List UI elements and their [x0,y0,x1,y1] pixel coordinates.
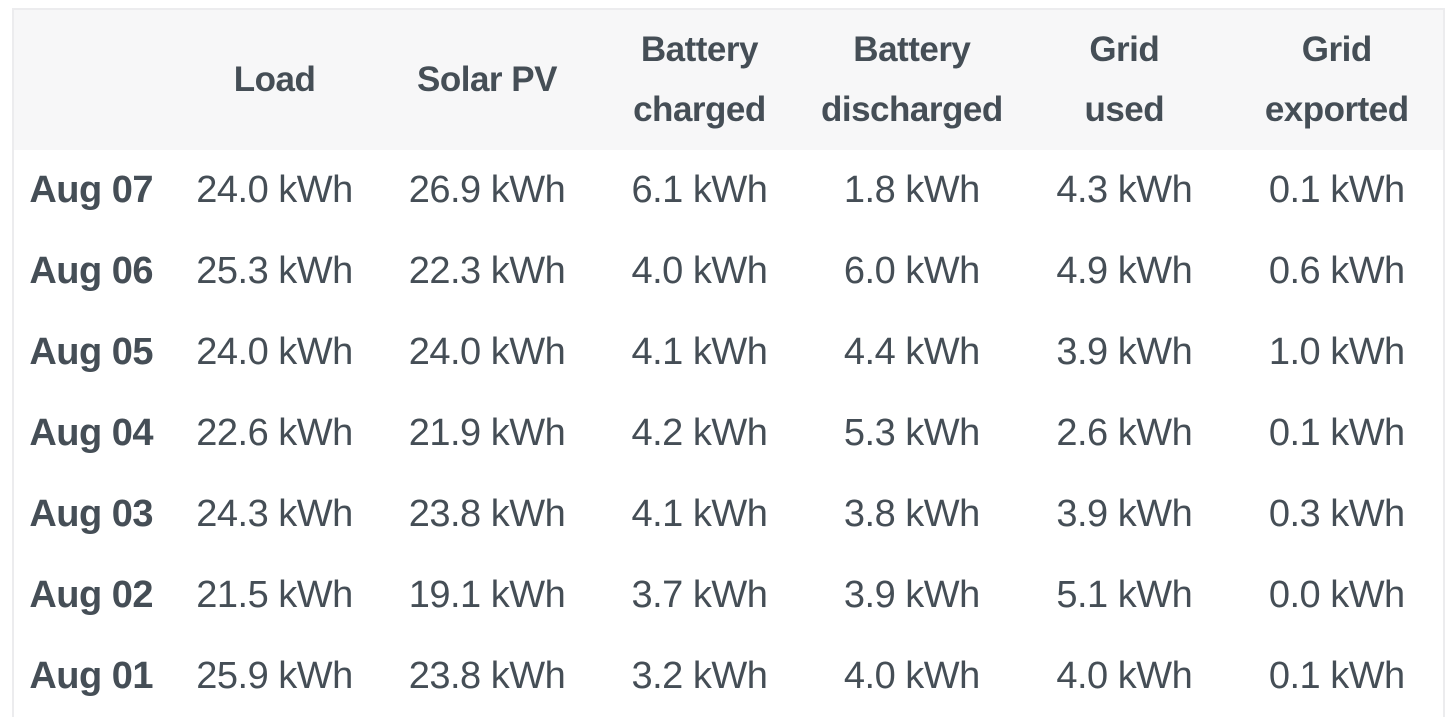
cell-grid-exported: 0.0 kWh [1268,574,1405,616]
cell-solar-pv: 23.8 kWh [408,655,566,697]
daily-energy-summary-table: Load Solar PV Battery charged Battery di… [12,8,1445,717]
cell-load: 25.3 kWh [196,250,353,292]
cell-battery-discharged: 3.8 kWh [843,493,980,535]
cell-battery-charged: 3.7 kWh [631,574,768,616]
column-header-battery-discharged: Battery discharged [805,10,1019,150]
cell-grid-used: 5.1 kWh [1056,574,1193,616]
cell-grid-exported: 1.0 kWh [1268,331,1405,373]
table-row: Aug 05 24.0 kWh 24.0 kWh 4.1 kWh 4.4 kWh… [14,312,1443,393]
cell-battery-charged: 4.0 kWh [631,250,768,292]
cell-grid-exported: 0.1 kWh [1268,655,1405,697]
row-date-label: Aug 06 [29,250,154,292]
table-row: Aug 01 25.9 kWh 23.8 kWh 3.2 kWh 4.0 kWh… [14,636,1443,717]
cell-grid-exported: 0.1 kWh [1268,169,1405,211]
table-row: Aug 02 21.5 kWh 19.1 kWh 3.7 kWh 3.9 kWh… [14,555,1443,636]
column-header-battery-charged: Battery charged [593,10,806,150]
column-header-grid-exported: Grid exported [1230,10,1443,150]
row-date-label: Aug 07 [29,169,154,211]
cell-grid-exported: 0.3 kWh [1268,493,1405,535]
row-date-label: Aug 01 [29,655,154,697]
column-header-date [14,10,169,150]
table-row: Aug 07 24.0 kWh 26.9 kWh 6.1 kWh 1.8 kWh… [14,150,1443,231]
cell-grid-exported: 0.6 kWh [1268,250,1405,292]
cell-grid-used: 3.9 kWh [1056,493,1193,535]
cell-battery-charged: 4.1 kWh [631,493,768,535]
cell-grid-used: 3.9 kWh [1056,331,1193,373]
cell-battery-discharged: 6.0 kWh [843,250,980,292]
cell-solar-pv: 24.0 kWh [408,331,566,373]
energy-table: Load Solar PV Battery charged Battery di… [14,10,1443,717]
cell-grid-used: 4.9 kWh [1056,250,1193,292]
cell-battery-discharged: 4.4 kWh [843,331,980,373]
cell-load: 24.3 kWh [196,493,353,535]
cell-load: 24.0 kWh [196,169,353,211]
cell-grid-used: 2.6 kWh [1056,412,1193,454]
cell-solar-pv: 22.3 kWh [408,250,566,292]
cell-battery-discharged: 3.9 kWh [843,574,980,616]
cell-battery-discharged: 4.0 kWh [843,655,980,697]
cell-grid-exported: 0.1 kWh [1268,412,1405,454]
column-header-load: Load [168,10,381,150]
cell-battery-charged: 4.1 kWh [631,331,768,373]
cell-solar-pv: 26.9 kWh [408,169,566,211]
cell-battery-charged: 6.1 kWh [631,169,768,211]
cell-load: 21.5 kWh [196,574,353,616]
cell-grid-used: 4.0 kWh [1056,655,1193,697]
column-header-solar-pv: Solar PV [380,10,594,150]
row-date-label: Aug 05 [29,331,154,373]
cell-solar-pv: 23.8 kWh [408,493,566,535]
table-header-row: Load Solar PV Battery charged Battery di… [14,10,1443,150]
cell-load: 22.6 kWh [196,412,353,454]
row-date-label: Aug 04 [29,412,154,454]
row-date-label: Aug 02 [29,574,154,616]
cell-solar-pv: 21.9 kWh [408,412,566,454]
table-row: Aug 03 24.3 kWh 23.8 kWh 4.1 kWh 3.8 kWh… [14,474,1443,555]
cell-load: 25.9 kWh [196,655,353,697]
table-row: Aug 06 25.3 kWh 22.3 kWh 4.0 kWh 6.0 kWh… [14,231,1443,312]
column-header-grid-used: Grid used [1018,10,1231,150]
cell-solar-pv: 19.1 kWh [408,574,566,616]
row-date-label: Aug 03 [29,493,154,535]
cell-battery-charged: 3.2 kWh [631,655,768,697]
cell-battery-discharged: 5.3 kWh [843,412,980,454]
cell-load: 24.0 kWh [196,331,353,373]
cell-battery-charged: 4.2 kWh [631,412,768,454]
table-row: Aug 04 22.6 kWh 21.9 kWh 4.2 kWh 5.3 kWh… [14,393,1443,474]
cell-battery-discharged: 1.8 kWh [843,169,980,211]
cell-grid-used: 4.3 kWh [1056,169,1193,211]
